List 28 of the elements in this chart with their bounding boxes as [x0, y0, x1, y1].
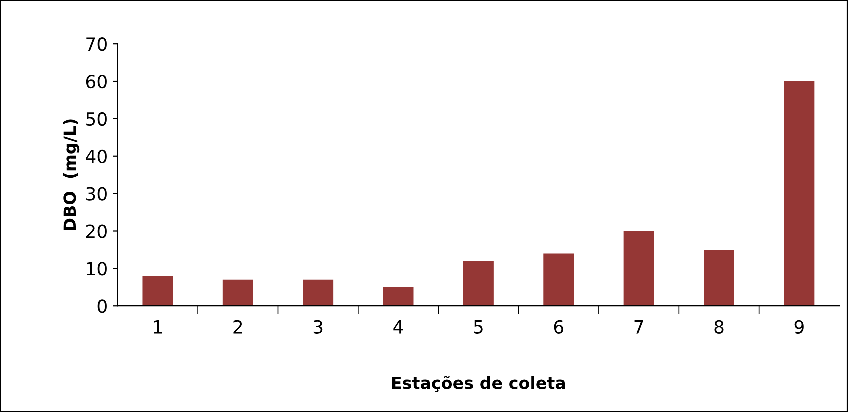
x-tick-label: 4 [394, 320, 404, 334]
bar [704, 250, 734, 306]
y-tick-label: 60 [86, 74, 107, 89]
y-tick-label: 30 [86, 187, 107, 201]
x-tick-label: 1 [154, 320, 162, 334]
y-tick-label: 40 [86, 150, 107, 164]
x-tick-label: 2 [234, 320, 242, 334]
bar [303, 280, 334, 306]
bar [383, 287, 414, 306]
x-tick-label: 5 [474, 320, 483, 334]
bar [222, 280, 254, 306]
y-axis-title: DBO (mg/L) [63, 120, 80, 230]
x-tick-label: 7 [634, 320, 644, 334]
bar [544, 254, 574, 306]
y-tick-label: 0 [98, 300, 107, 314]
bar [784, 82, 815, 306]
y-tick-label: 70 [86, 38, 107, 52]
y-tick-label: 10 [87, 262, 107, 276]
bar [142, 276, 174, 306]
x-tick-label: 8 [714, 320, 724, 334]
bar [463, 261, 494, 306]
bar [624, 231, 654, 306]
x-tick-label: 6 [554, 320, 564, 334]
y-tick-label: 50 [86, 112, 107, 126]
y-tick-label: 20 [86, 224, 107, 238]
x-tick-label: 9 [794, 320, 804, 334]
x-axis-title: Estações de coleta [392, 376, 566, 392]
x-tick-label: 3 [314, 320, 323, 334]
